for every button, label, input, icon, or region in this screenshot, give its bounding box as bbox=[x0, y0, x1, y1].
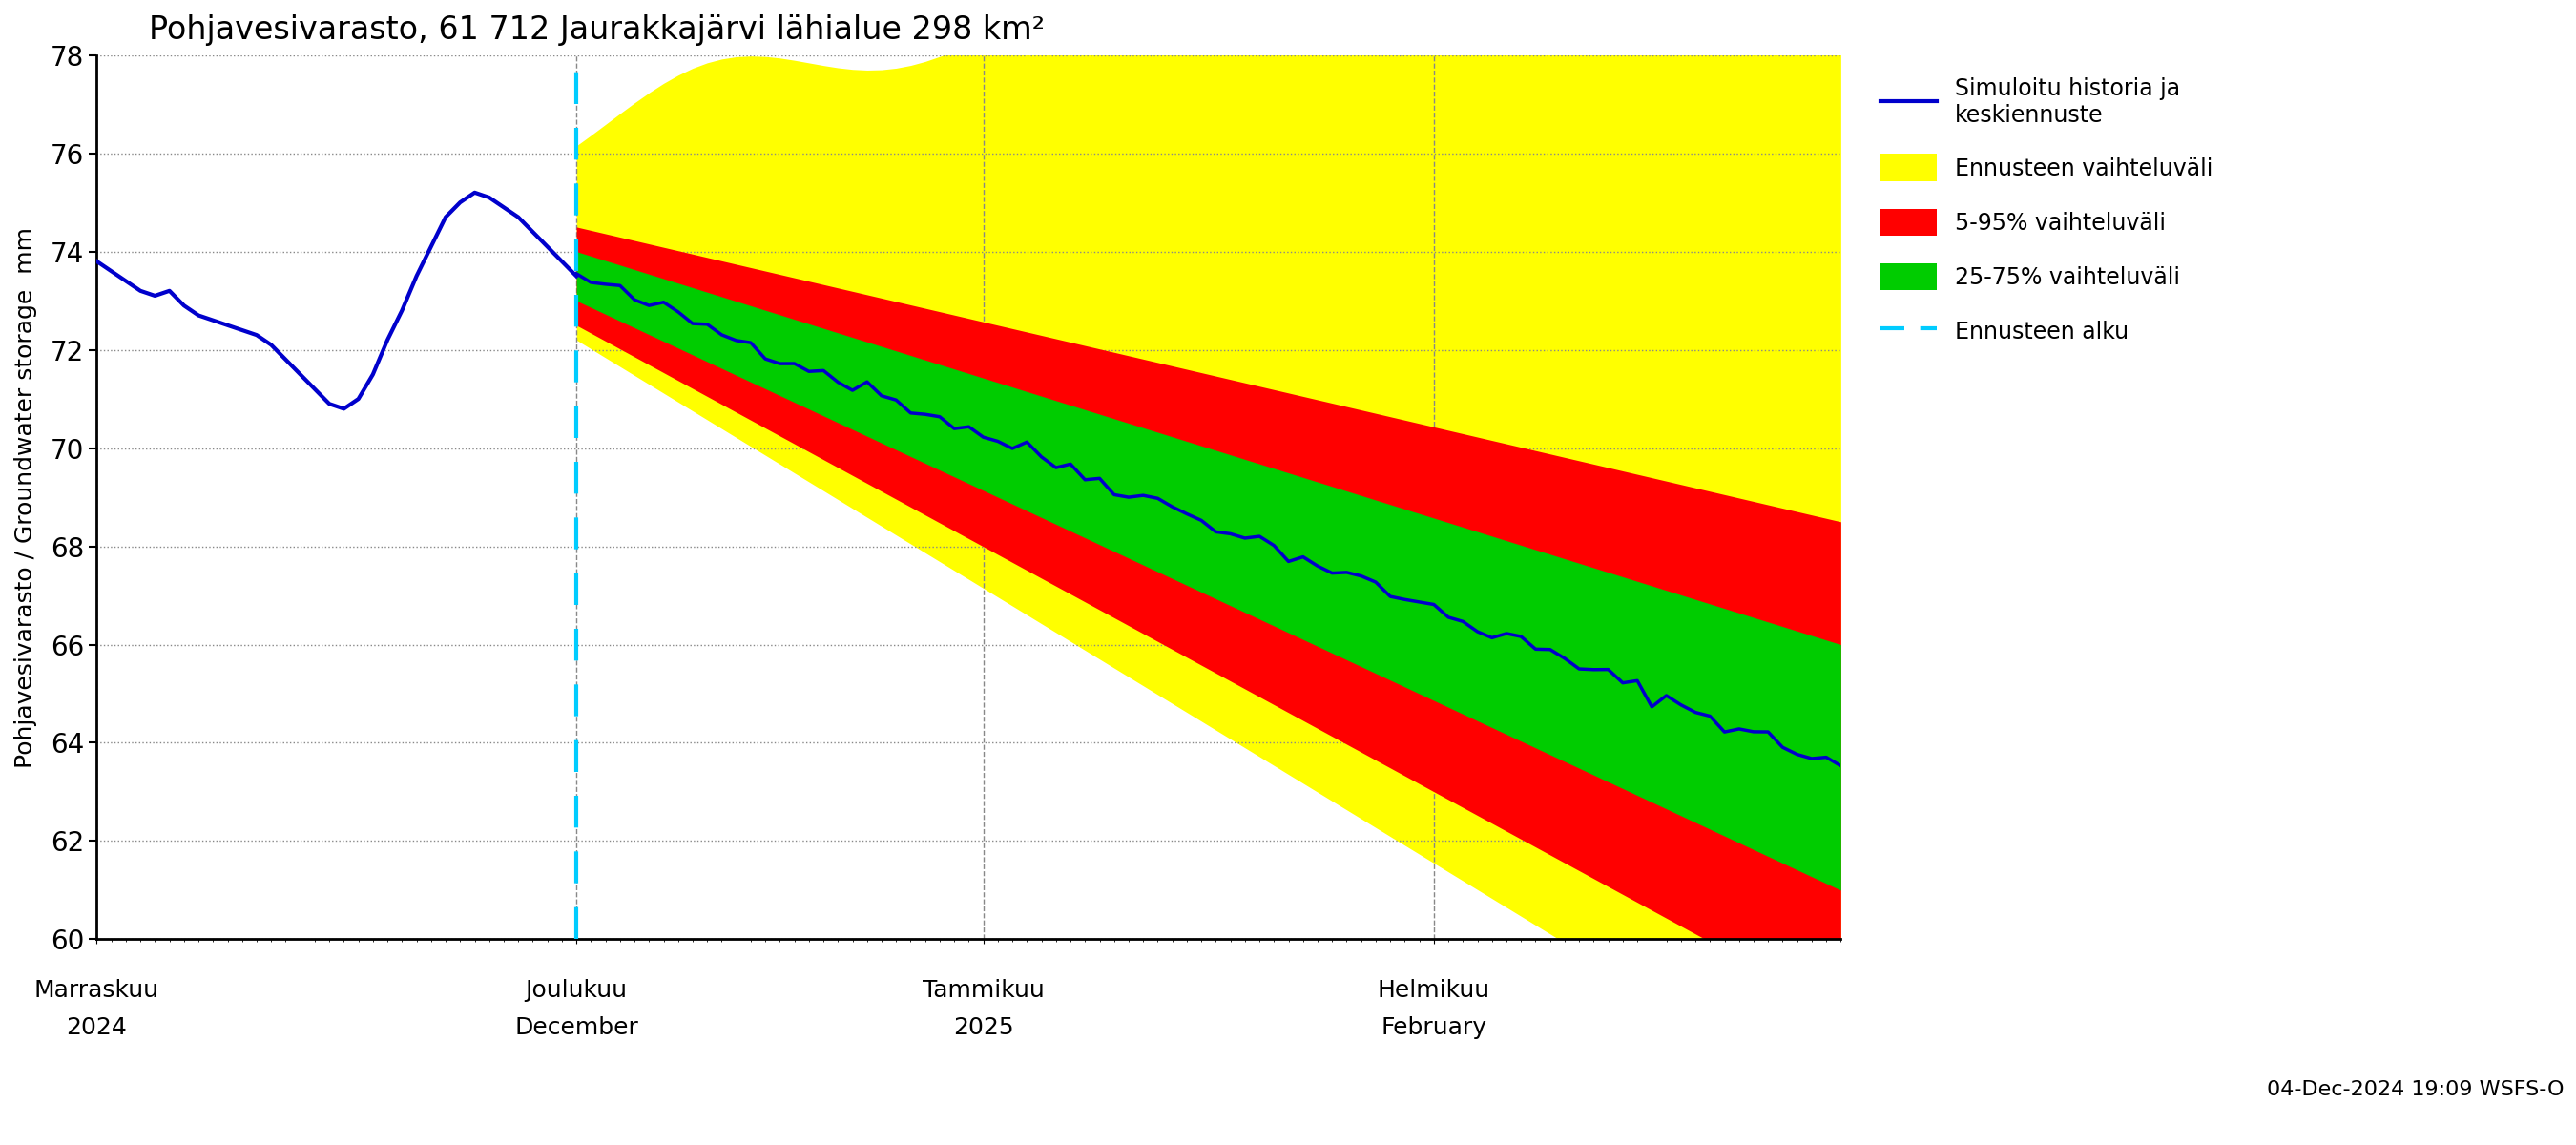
Y-axis label: Pohjavesivarasto / Groundwater storage  mm: Pohjavesivarasto / Groundwater storage m… bbox=[15, 227, 36, 767]
Text: Tammikuu: Tammikuu bbox=[922, 979, 1043, 1002]
Text: 2024: 2024 bbox=[67, 1017, 126, 1040]
Text: Pohjavesivarasto, 61 712 Jaurakkajärvi lähialue 298 km²: Pohjavesivarasto, 61 712 Jaurakkajärvi l… bbox=[149, 14, 1046, 46]
Text: 2025: 2025 bbox=[953, 1017, 1015, 1040]
Text: 04-Dec-2024 19:09 WSFS-O: 04-Dec-2024 19:09 WSFS-O bbox=[2267, 1080, 2563, 1099]
Legend: Simuloitu historia ja
keskiennuste, Ennusteen vaihteluväli, 5-95% vaihteluväli, : Simuloitu historia ja keskiennuste, Ennu… bbox=[1870, 66, 2223, 356]
Text: Joulukuu: Joulukuu bbox=[526, 979, 629, 1002]
Text: Marraskuu: Marraskuu bbox=[33, 979, 160, 1002]
Text: February: February bbox=[1381, 1017, 1486, 1040]
Text: Helmikuu: Helmikuu bbox=[1378, 979, 1489, 1002]
Text: December: December bbox=[515, 1017, 639, 1040]
